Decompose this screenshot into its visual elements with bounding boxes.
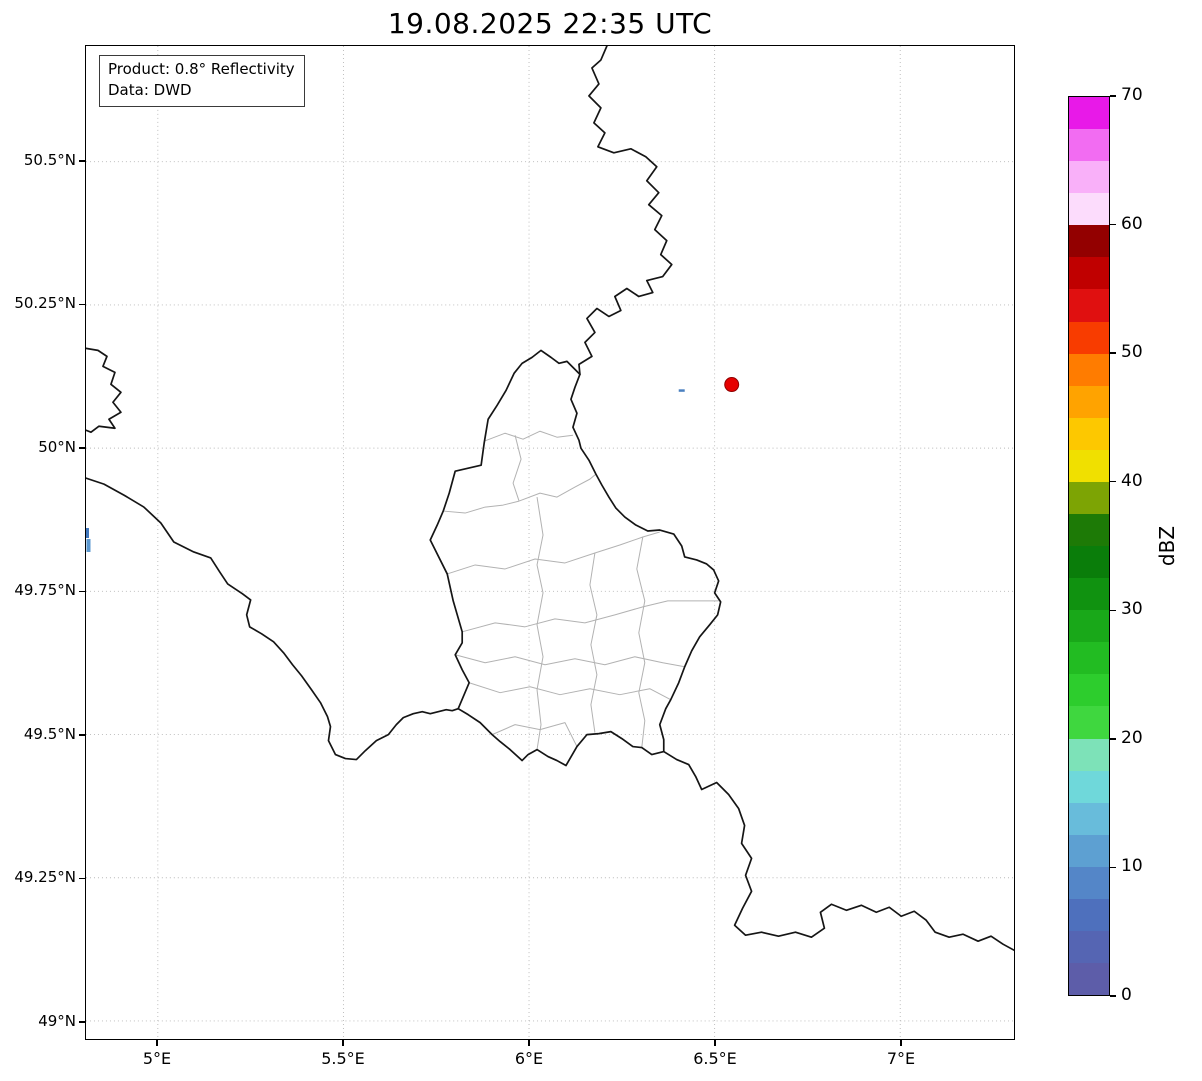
colorbar-band [1069,417,1109,450]
colorbar-band [1069,225,1109,258]
colorbar-band [1069,481,1109,515]
x-axis-tick [900,1040,902,1046]
x-axis-tick-label: 7°E [886,1049,916,1068]
colorbar-band [1069,385,1109,418]
colorbar-band [1069,674,1109,707]
colorbar-tick [1110,223,1116,226]
colorbar-tick [1110,738,1116,740]
colorbar-tick [1110,609,1116,611]
y-axis-tick [79,303,85,306]
y-axis-tick-label: 49.5°N [23,724,76,743]
radar-echo [86,528,89,539]
colorbar-tick [1110,866,1116,869]
canton-border [483,430,574,442]
colorbar-band [1069,610,1109,643]
colorbar-band [1069,129,1109,162]
colorbar-band [1069,257,1109,290]
radar-echo [678,389,685,392]
x-axis-tick [528,1040,530,1046]
canton-border [443,500,520,514]
colorbar-tick-label: 10 [1121,856,1143,877]
canton-border [455,654,685,668]
x-axis-tick-label: 5.5°E [321,1049,365,1068]
colorbar-band [1069,321,1109,354]
colorbar-scale [1068,96,1110,996]
colorbar-unit-label: dBZ [1155,525,1179,567]
canton-border [636,536,646,748]
colorbar-tick-label: 20 [1121,727,1143,748]
canton-border [447,531,660,575]
colorbar-band [1069,802,1109,835]
y-axis-tick [79,160,85,162]
y-axis-tick [79,877,85,880]
map-canvas [86,46,1014,1039]
y-axis-tick [79,734,85,736]
colorbar-band [1069,161,1109,194]
y-axis-tick [79,447,85,449]
colorbar-band [1069,546,1109,579]
givet-salient-border [86,347,122,434]
france-germany-border [662,750,1014,952]
colorbar-band [1069,834,1109,867]
red-dot-marker [724,377,740,393]
colorbar-tick [1110,352,1116,354]
colorbar-tick-label: 0 [1121,985,1132,1005]
y-axis-tick-label: 50.5°N [23,150,76,169]
y-axis-tick-label: 49.25°N [14,868,76,887]
colorbar-tick-label: 30 [1121,599,1143,620]
x-axis-tick [342,1040,344,1046]
colorbar-band [1069,738,1109,771]
product-label: Product: 0.8° Reflectivity [108,60,295,78]
x-axis-tick-label: 6.5°E [693,1049,737,1068]
colorbar-band [1069,353,1109,386]
colorbar-band [1069,578,1109,611]
colorbar-band [1069,898,1109,932]
map-plot: Product: 0.8° Reflectivity Data: DWD [85,45,1015,1040]
figure-title: 19.08.2025 22:35 UTC [387,7,713,40]
colorbar-tick-label: 60 [1121,213,1143,234]
y-axis-tick-label: 49.75°N [14,581,76,600]
x-axis-tick-label: 6°E [514,1049,544,1068]
colorbar-tick [1110,95,1116,97]
colorbar-tick [1110,481,1116,483]
radar-echo [86,539,91,552]
canton-border [589,552,598,733]
colorbar-tick-label: 40 [1121,470,1143,491]
canton-border [518,473,597,502]
y-axis-tick-label: 49°N [38,1011,76,1030]
belgium-france-border [86,477,460,761]
canton-border [536,497,544,750]
x-axis-tick [156,1040,158,1046]
y-axis-tick [79,590,85,593]
colorbar-band [1069,866,1109,899]
canton-border [491,722,578,747]
colorbar-band [1069,770,1109,803]
colorbar-band [1069,963,1109,996]
colorbar-band [1069,931,1109,964]
luxembourg-outline [429,349,722,767]
y-axis-tick-label: 50.25°N [14,294,76,313]
colorbar-band [1069,97,1109,130]
colorbar-band [1069,193,1109,226]
germany-belgium-border [578,46,673,376]
canton-border [469,682,671,701]
colorbar-band [1069,514,1109,547]
colorbar-tick-label: 50 [1121,342,1143,363]
colorbar-band [1069,449,1109,482]
data-source-label: Data: DWD [108,81,192,99]
colorbar-tick-label: 70 [1121,85,1143,105]
canton-border [462,600,719,633]
product-info-box: Product: 0.8° Reflectivity Data: DWD [99,55,305,107]
canton-border [512,435,522,502]
colorbar-band [1069,642,1109,675]
x-axis-tick-label: 5°E [142,1049,172,1068]
colorbar-band [1069,706,1109,739]
y-axis-tick-label: 50°N [38,437,76,456]
x-axis-tick [714,1040,716,1046]
colorbar-tick [1110,995,1116,997]
y-axis-tick [79,1021,85,1023]
colorbar-band [1069,289,1109,322]
